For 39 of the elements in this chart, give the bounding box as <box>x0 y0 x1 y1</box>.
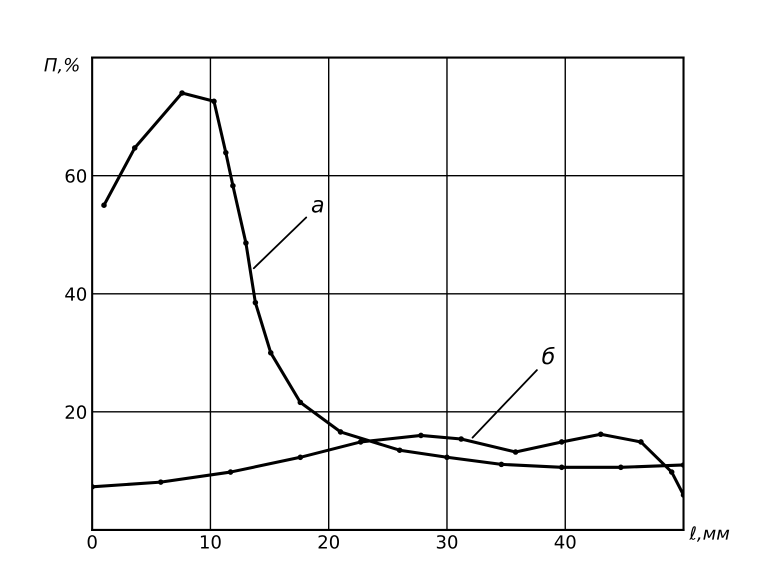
point <box>243 240 249 246</box>
x-tick-label: 30 <box>436 535 458 549</box>
point <box>230 182 236 188</box>
point <box>211 98 217 104</box>
point <box>223 150 229 156</box>
point <box>418 432 424 438</box>
y-tick-label: 20 <box>66 405 86 419</box>
point <box>638 439 644 445</box>
y-tick-label: 40 <box>65 287 86 301</box>
x-tick-label: 20 <box>318 535 339 549</box>
point <box>498 462 504 468</box>
point <box>158 479 164 485</box>
point <box>338 429 344 435</box>
annotation: а <box>312 200 324 213</box>
point <box>268 350 274 356</box>
point <box>458 436 464 442</box>
point <box>179 90 185 96</box>
point <box>298 454 304 460</box>
point <box>101 202 107 208</box>
y-axis-title: П,% <box>44 58 79 74</box>
point <box>298 400 304 406</box>
point <box>558 439 564 445</box>
point <box>358 439 364 445</box>
point <box>618 464 624 470</box>
y-tick-label: 60 <box>66 169 86 183</box>
x-tick-label: 0 <box>88 535 97 549</box>
point <box>668 469 674 475</box>
point <box>598 431 604 438</box>
point <box>558 464 564 470</box>
point <box>132 145 138 151</box>
x-tick-label: 10 <box>200 535 221 549</box>
x-tick-label: 40 <box>554 535 576 549</box>
point <box>396 447 402 453</box>
point <box>444 454 450 460</box>
point <box>228 469 234 475</box>
point <box>512 449 518 455</box>
x-axis-title: ℓ,мм <box>689 526 730 542</box>
point <box>252 300 258 306</box>
annotation: б <box>542 346 555 364</box>
